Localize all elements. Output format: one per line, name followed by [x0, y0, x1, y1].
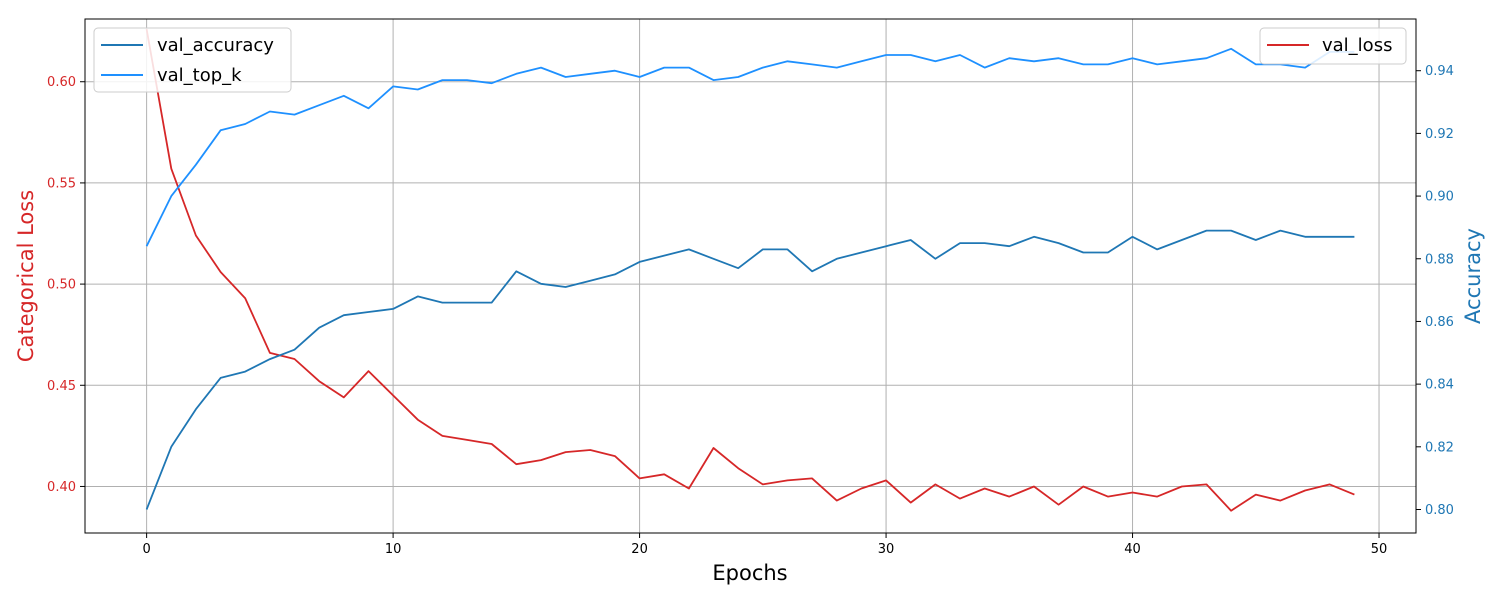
series-line-val-loss: [145, 28, 1355, 512]
x-tick-label: 30: [878, 542, 895, 557]
y-left-tick-label: 0.50: [47, 278, 76, 293]
y-axis-left-label: Categorical Loss: [14, 190, 38, 362]
legend-left-frame: [93, 27, 292, 93]
series-lines: [145, 28, 1355, 512]
x-tick-label: 10: [385, 542, 402, 557]
y-right-tick-label: 0.82: [1425, 440, 1454, 455]
y-left-tick-label: 0.40: [47, 480, 76, 495]
y-left-tick-label: 0.45: [47, 379, 76, 394]
legend-right: val_loss: [1259, 27, 1407, 65]
y-right-tick-label: 0.80: [1425, 503, 1454, 518]
y-axis-right: 0.80 0.82 0.84 0.86 0.88 0.90 0.92 0.94: [1416, 64, 1454, 518]
series-line-val-top-k: [145, 47, 1355, 247]
y-right-tick-label: 0.92: [1425, 127, 1454, 142]
y-left-tick-label: 0.60: [47, 75, 76, 90]
series-line-val-accuracy: [145, 229, 1355, 510]
y-right-tick-label: 0.84: [1425, 378, 1454, 393]
x-tick-label: 0: [142, 542, 150, 557]
x-tick-label: 50: [1371, 542, 1388, 557]
y-left-tick-label: 0.55: [47, 176, 76, 191]
x-axis-label: Epochs: [712, 561, 787, 585]
x-tick-label: 40: [1124, 542, 1141, 557]
y-right-tick-label: 0.94: [1425, 64, 1454, 79]
y-right-tick-label: 0.86: [1425, 315, 1454, 330]
x-axis: 0 10 20 30 40 50: [142, 533, 1387, 557]
y-right-tick-label: 0.90: [1425, 190, 1454, 205]
y-axis-right-label: Accuracy: [1461, 228, 1485, 324]
legend-label-val-loss: val_loss: [1322, 35, 1392, 56]
plot-frame: [84, 18, 1417, 534]
grid: [85, 19, 1416, 533]
y-right-tick-label: 0.88: [1425, 252, 1454, 267]
x-tick-label: 20: [631, 542, 648, 557]
legend-label-val-accuracy: val_accuracy: [157, 35, 274, 56]
y-axis-left: 0.40 0.45 0.50 0.55 0.60: [47, 75, 85, 495]
legend-label-val-top-k: val_top_k: [157, 65, 242, 86]
legend-right-frame: [1259, 27, 1407, 65]
legend-left: val_accuracy val_top_k: [93, 27, 292, 93]
